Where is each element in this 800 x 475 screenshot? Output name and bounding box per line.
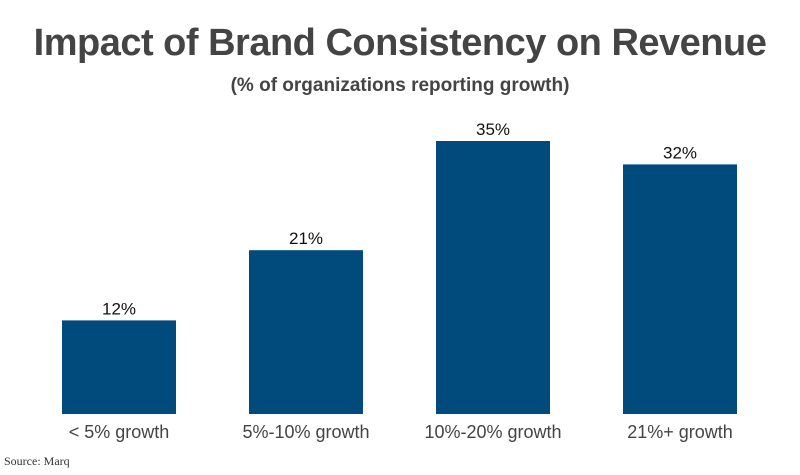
bar [62, 320, 176, 414]
chart-title: Impact of Brand Consistency on Revenue [33, 22, 767, 64]
data-label: 35% [476, 120, 510, 139]
bar [249, 250, 363, 414]
x-tick-labels-group: < 5% growth 5%-10% growth 10%-20% growth 21… [69, 422, 733, 442]
data-label: 32% [663, 143, 697, 162]
data-label: 21% [289, 229, 323, 248]
data-label: 12% [102, 299, 136, 318]
data-labels-group: 12% 21% 35% 32% [102, 120, 697, 318]
x-tick-label: < 5% growth [69, 422, 170, 442]
x-tick-label: 10%-20% growth [424, 422, 561, 442]
x-tick-label: 5%-10% growth [242, 422, 369, 442]
source-note: Source: Marq [4, 454, 70, 468]
chart-subtitle: (% of organizations reporting growth) [230, 75, 570, 96]
bars-group [62, 141, 737, 414]
x-tick-label: 21%+ growth [627, 422, 733, 442]
bar [623, 164, 737, 414]
bar [436, 141, 550, 414]
